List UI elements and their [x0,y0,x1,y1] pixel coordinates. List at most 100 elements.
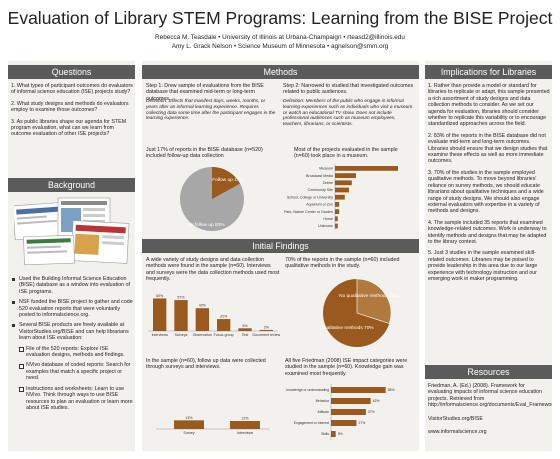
implication-item: 3. 70% of the studies in the sample empl… [428,169,544,215]
questions-header: Questions [8,65,135,79]
findings-text-4: All five Friedman (2008) ISE impact cate… [285,358,408,377]
background-sub-bullet: Instructions and worksheets: Learn to us… [18,386,133,412]
bar-value-label: 57% [177,296,185,300]
methods-step2-result: Most of the projects evaluated in the sa… [294,147,398,160]
implication-item: 1. Rather than provide a model or standa… [428,83,550,128]
bar [335,209,340,214]
bar [259,329,273,331]
bar-category-label: Interviews [237,431,253,435]
bar-category-label: Behavior [316,399,330,403]
background-bullet: Several BISE products are freely availab… [11,322,133,341]
background-bullet: Used the Building Informal Science Educa… [11,276,133,295]
implication-item: 5. Just 3 studies in the sample examined… [428,250,538,282]
bar [331,420,357,426]
findings-text-1: A wide variety of study designs and data… [146,257,280,283]
pie2-label-no: No qualitative methods 30% [339,293,399,299]
bar-category-label: Museum [319,167,333,171]
pie2-label-yes: Qualitative methods 70% [320,325,374,331]
bar-category-label: Engagement or interest [294,421,329,425]
question-item: 2. What study designs and methods do eva… [11,100,129,114]
bar-value-label: 60% [156,294,164,298]
bar [335,216,338,222]
bar [335,223,338,229]
bar-category-label: School, College or University [287,195,333,199]
authors-line-2: Amy L. Grack Nelson • Science Museum of … [171,43,389,50]
bar-category-label: Test [242,333,249,337]
question-item: 3. As public libraries shape our agenda … [11,118,127,138]
bar-value-label: 13% [185,416,193,420]
bar-value-label: 5% [338,432,343,436]
bar-category-label: Document review [252,333,280,337]
resources-header: Resources [425,365,552,379]
bar [331,398,371,404]
methods-step1-definition: Definition: Effects that manifest days, … [146,99,276,122]
bar-category-label: Skills [321,432,329,436]
middle-column: Methods Step 1: Drew sample of evaluatio… [142,61,419,451]
resources-link-bise[interactable]: VisitorStudies.org/BISE [428,416,483,422]
methods-bar-chart: 60% Interviews 57% Surveys 42% Observation 22%… [146,287,281,347]
bar [335,180,352,186]
setting-bar-chart: Museum Broadcast Media Online Community Sit… [283,161,415,236]
methods-header: Methods [142,65,419,79]
bar [335,194,345,200]
bar [335,187,349,193]
bar [174,300,188,331]
authors-line-1: Rebecca M. Teasdale • University of Illi… [155,34,405,41]
bar-category-label: Park, Nature Center or Garden [284,210,333,214]
methods-step2-definition: Definition: Members of the public who en… [283,99,413,128]
bar-value-label: 22% [220,315,228,319]
questions-list: 1. What types of participant outcomes do… [11,83,133,143]
resources-citation: Friedman, A. (Ed.) (2008). Framework for… [428,383,552,409]
bar-category-label: Observation [193,333,212,337]
bar-category-label: Aquarium or Zoo [306,203,333,207]
bar-value-label: 2% [264,325,270,329]
implications-list: 1. Rather than provide a model or standa… [428,83,550,287]
bar [335,202,340,207]
methods-step1: Step 1: Drew sample of evaluations from … [146,83,264,102]
background-list: Used the Building Informal Science Educa… [11,276,133,415]
pie1-slice-yes [212,167,241,199]
bar [331,387,386,393]
methods-step2: Step 2: Narrowed to studied that investi… [283,83,414,96]
bar [217,319,231,331]
followup-bar-chart: 13% Survey 12% Interviews [146,383,280,443]
background-sub-bullet: NVivo database of coded reports: Search … [18,362,133,381]
background-bullet: NSF funded the BISE project to gather an… [11,299,133,318]
implication-item: 2. 83% of the reports in the BISE databa… [428,132,548,165]
bar-category-label: Online [323,181,333,185]
bar-value-label: 37% [368,410,375,414]
bar-category-label: Survey [183,431,194,435]
findings-text-2: In the sample (n=60), follow up data wer… [146,358,266,371]
bar [335,166,398,171]
bar-category-label: Unknown [318,224,333,228]
bar [153,298,167,331]
bar [174,420,204,429]
bar-value-label: 58% [388,388,395,392]
bar [195,308,209,331]
bar-category-label: Community Site [308,188,333,192]
bar-category-label: Focus group [214,333,234,337]
pie2-slice-no [356,278,392,324]
resources-link-informalscience[interactable]: www.informalscience.org [428,429,487,435]
qualitative-pie-chart: No qualitative methods 30% Qualitative m… [287,271,415,351]
bar-category-label: Interviews [152,333,168,337]
bar [230,421,260,429]
bar [238,328,252,331]
question-item: 1. What types of participant outcomes do… [11,83,133,96]
implications-header: Implications for Libraries [425,65,552,79]
bar-value-label: 42% [199,304,207,308]
findings-text-3: 70% of the reports in the sample (n=60) … [285,257,400,270]
bar [335,173,356,178]
bar-category-label: Awareness, knowledge or understanding [285,388,329,392]
bise-screenshots-image [12,196,130,266]
bar-category-label: Attitude [318,410,330,414]
bar [331,409,366,415]
bar-value-label: 42% [373,399,380,403]
pie1-label-no: No follow up 83% [187,222,225,228]
left-column: Questions 1. What types of participant o… [8,61,135,451]
follow-up-pie-chart: No follow up 83% Follow up 17% [152,161,277,236]
background-sub-bullet: File of the 520 reports: Explore ISE eva… [18,346,133,359]
findings-header: Initial Findings [142,239,419,253]
methods-step1-result: Just 17% of reports in the BISE database… [146,147,263,160]
pie1-label-yes: Follow up 17% [212,177,244,183]
